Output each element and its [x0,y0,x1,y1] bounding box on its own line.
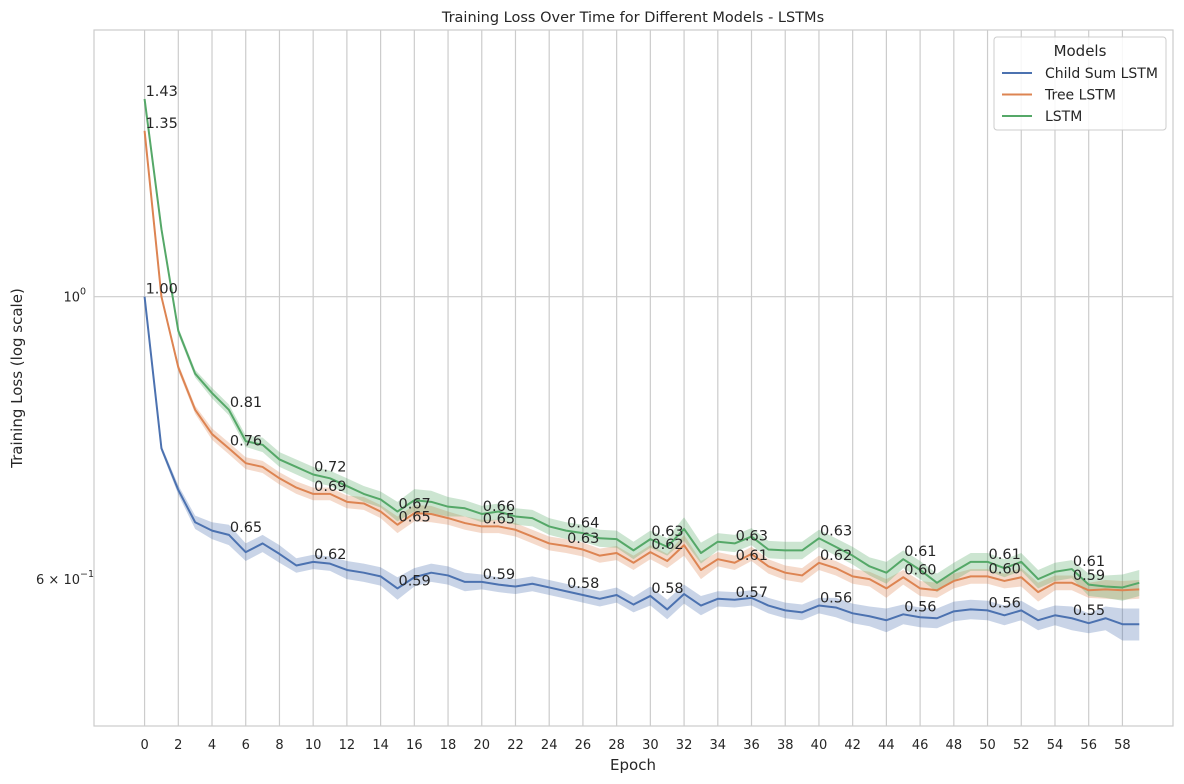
x-tick-label: 52 [1013,738,1030,753]
legend-label: Tree LSTM [1044,88,1116,104]
x-tick-label: 10 [305,738,322,753]
data-label: 0.56 [989,595,1021,611]
data-label: 0.61 [904,544,936,560]
data-label: 0.57 [736,585,768,601]
data-label: 0.63 [651,524,683,540]
x-tick-label: 32 [676,738,693,753]
x-axis-title: Epoch [610,756,656,774]
data-label: 0.56 [820,591,852,607]
legend-label: Child Sum LSTM [1045,66,1158,82]
data-label: 0.59 [483,567,515,583]
legend-title: Models [1054,42,1107,60]
x-tick-label: 16 [406,738,423,753]
x-tick-label: 28 [608,738,625,753]
chart-title: Training Loss Over Time for Different Mo… [441,10,824,26]
x-tick-label: 50 [979,738,996,753]
legend-items: Child Sum LSTM Tree LSTM LSTM [1002,66,1158,125]
data-label: 0.61 [1073,554,1105,570]
x-tick-label: 0 [140,738,148,753]
legend-label: LSTM [1045,109,1082,125]
x-tick-label: 8 [275,738,283,753]
series-lines [143,98,1140,626]
x-tick-label: 12 [339,738,356,753]
x-tick-label: 14 [372,738,389,753]
x-tick-label: 40 [811,738,828,753]
data-label: 0.61 [736,548,768,564]
x-tick-label: 36 [743,738,760,753]
x-tick-label: 46 [912,738,929,753]
y-axis-ticks: 10 0 6 × 10 −1 [36,287,94,588]
x-tick-label: 56 [1080,738,1097,753]
x-tick-label: 58 [1114,738,1131,753]
x-tick-label: 4 [208,738,216,753]
data-label: 0.58 [567,576,599,592]
data-label: 0.56 [904,599,936,615]
data-label: 0.62 [820,548,852,564]
data-label: 0.81 [230,395,262,411]
data-label: 0.66 [483,499,515,515]
data-label: 0.62 [651,537,683,553]
y-tick-exponent: 0 [80,287,86,298]
data-label: 0.65 [398,510,430,526]
x-tick-label: 30 [642,738,659,753]
x-tick-label: 42 [844,738,861,753]
data-label: 0.65 [230,520,262,536]
data-label: 0.63 [736,528,768,544]
data-label: 0.72 [314,459,346,475]
data-label: 0.59 [1073,568,1105,584]
data-annotations: 1.00 0.65 0.62 0.59 0.59 0.58 0.58 0.57 0.56 0.56… [146,84,1106,619]
data-label: 0.69 [314,479,346,495]
data-label: 0.67 [398,497,430,513]
data-label: 1.35 [146,116,178,132]
data-label: 0.63 [567,531,599,547]
x-tick-label: 22 [507,738,524,753]
data-label: 0.59 [398,573,430,589]
x-tick-label: 2 [174,738,182,753]
data-label: 1.00 [146,282,178,298]
data-label: 0.62 [314,547,346,563]
x-tick-label: 24 [541,738,558,753]
x-tick-label: 38 [777,738,794,753]
data-label: 0.55 [1073,603,1105,619]
data-label: 0.61 [989,547,1021,563]
y-tick-label: 10 [63,291,80,306]
plot-area [93,29,1174,727]
legend: Models Child Sum LSTM Tree LSTM LSTM [993,36,1167,131]
y-axis-title: Training Loss (log scale) [8,288,26,469]
data-label: 0.60 [989,561,1021,577]
x-tick-label: 54 [1047,738,1064,753]
data-label: 0.60 [904,562,936,578]
x-tick-label: 34 [710,738,727,753]
y-tick-label: 6 × 10 [36,573,80,588]
data-label: 0.76 [230,433,262,449]
data-label: 0.63 [820,523,852,539]
data-label: 0.58 [651,581,683,597]
series-line [143,130,1140,594]
data-label: 0.65 [483,511,515,527]
x-tick-label: 44 [878,738,895,753]
x-tick-label: 20 [473,738,490,753]
x-tick-label: 26 [575,738,592,753]
data-label: 0.64 [567,516,599,532]
legend-box [993,36,1167,131]
y-tick-exponent: −1 [80,569,94,580]
grid-lines [94,30,1173,726]
x-tick-label: 18 [440,738,457,753]
x-axis-ticks: 0 2 4 6 8 10 12 14 16 18 20 22 24 26 28 30 32 34 36 38 40 42 4… [140,738,1130,753]
series-line [143,296,1140,626]
x-tick-label: 48 [946,738,963,753]
data-label: 1.43 [146,84,178,100]
series-line [143,98,1140,589]
x-tick-label: 6 [242,738,250,753]
